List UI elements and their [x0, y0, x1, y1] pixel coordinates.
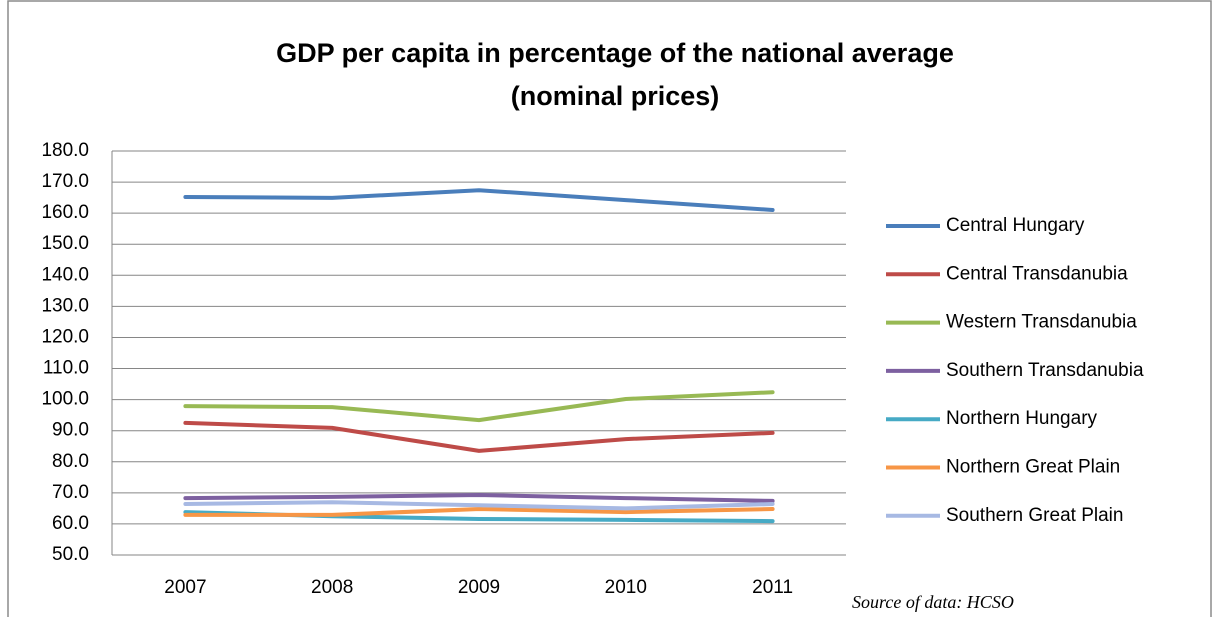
source-note: Source of data: HCSO	[852, 592, 1014, 612]
series-line	[183, 420, 775, 453]
y-tick-label: 80.0	[52, 451, 89, 472]
y-tick-label: 90.0	[52, 420, 89, 441]
series-line	[183, 493, 775, 503]
y-tick-label: 180.0	[41, 140, 89, 161]
chart-title: GDP per capita in percentage of the nati…	[276, 38, 954, 68]
x-tick-label: 2008	[311, 577, 353, 598]
y-tick-label: 100.0	[41, 389, 89, 410]
y-tick-label: 50.0	[52, 544, 89, 565]
y-tick-label: 160.0	[41, 202, 89, 223]
legend-label: Central Hungary	[946, 215, 1085, 236]
x-tick-label: 2011	[752, 577, 793, 598]
series-line	[183, 500, 775, 511]
y-tick-label: 150.0	[41, 233, 89, 254]
series-line	[183, 390, 775, 423]
series-line	[183, 188, 775, 212]
y-tick-label: 140.0	[41, 264, 89, 285]
y-tick-label: 120.0	[41, 326, 89, 347]
legend-label: Southern Transdanubia	[946, 360, 1144, 381]
legend-label: Western Transdanubia	[946, 312, 1137, 333]
y-tick-label: 170.0	[41, 171, 89, 192]
x-tick-label: 2010	[605, 577, 647, 598]
y-tick-label: 60.0	[52, 513, 89, 534]
legend-label: Northern Great Plain	[946, 457, 1120, 478]
legend-label: Northern Hungary	[946, 408, 1098, 429]
y-tick-label: 130.0	[41, 295, 89, 316]
legend-label: Southern Great Plain	[946, 505, 1123, 526]
chart-title: (nominal prices)	[511, 81, 720, 111]
x-tick-label: 2007	[164, 577, 206, 598]
y-tick-label: 70.0	[52, 482, 89, 503]
x-tick-label: 2009	[458, 577, 500, 598]
y-tick-label: 110.0	[43, 358, 89, 379]
legend-label: Central Transdanubia	[946, 263, 1128, 284]
series-line	[183, 507, 775, 517]
